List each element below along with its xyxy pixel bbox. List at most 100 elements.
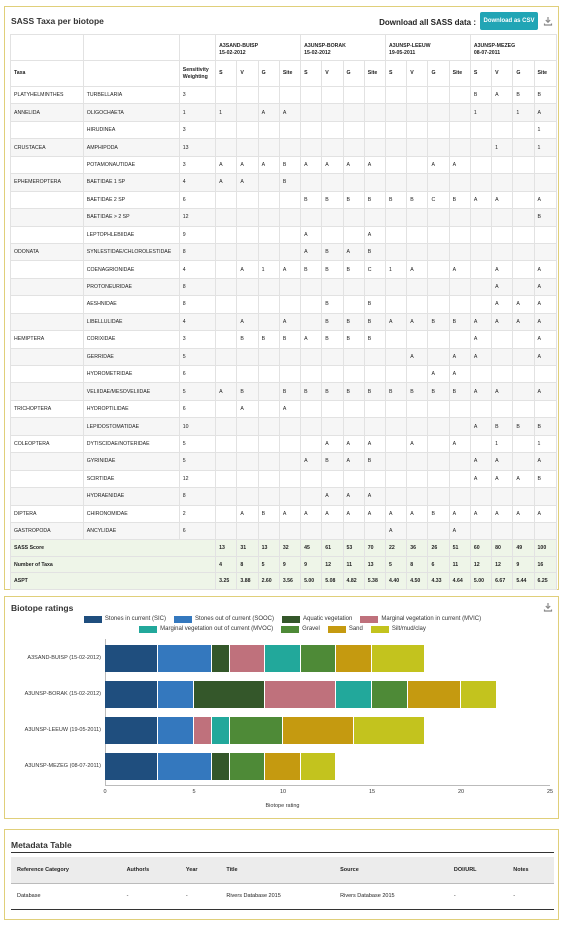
download-icon[interactable]: [543, 16, 553, 26]
summary-value: 5.08: [321, 572, 344, 590]
bar-segment[interactable]: [105, 717, 159, 744]
bar-segment[interactable]: [158, 753, 212, 780]
summary-value: 100: [533, 539, 558, 557]
bar-segment[interactable]: [211, 717, 230, 744]
abundance-cell: [427, 85, 450, 105]
bar-segment[interactable]: [158, 717, 194, 744]
abundance-cell: A: [491, 190, 514, 210]
download-csv-button[interactable]: Download as CSV: [480, 12, 538, 30]
abundance-cell: [236, 487, 259, 506]
taxon-group-cell: HEMIPTERA: [10, 330, 84, 349]
bar-segment[interactable]: [105, 681, 159, 708]
summary-row: ASPT 3.25 3.88 2.60 3.56 5.00 5.08 4.82 5.38 4.40…: [9, 572, 558, 590]
legend-item[interactable]: Sand: [327, 625, 363, 633]
legend-item[interactable]: Silt/mud/clay: [370, 625, 426, 633]
bar-segment[interactable]: [460, 681, 497, 708]
bar-segment[interactable]: [300, 645, 337, 672]
legend-item[interactable]: Aquatic vegetation: [281, 615, 352, 623]
bar-segment[interactable]: [158, 681, 194, 708]
abundance-cell: [215, 295, 238, 314]
abundance-cell: A: [469, 382, 493, 401]
site-header: A3SAND-BUISP 15-02-2012: [215, 34, 302, 61]
abundance-cell: [427, 469, 450, 489]
download-icon[interactable]: [543, 602, 553, 612]
bar-segment[interactable]: [407, 681, 461, 708]
legend-swatch: [360, 615, 379, 623]
taxon-family-cell: GYRINIDAE: [82, 452, 180, 471]
legend-item[interactable]: Marginal vegetation out of current (MVOC…: [139, 625, 273, 633]
abundance-cell: [342, 173, 365, 192]
bar-segment[interactable]: [158, 645, 212, 672]
bar-segment[interactable]: [229, 717, 283, 744]
abundance-cell: [215, 504, 238, 523]
abundance-cell: [448, 173, 471, 192]
legend-item[interactable]: Stones out of current (SOOC): [173, 615, 274, 623]
family-column-header: [82, 60, 180, 87]
abundance-cell: [512, 242, 535, 262]
abundance-cell: [427, 521, 450, 541]
abundance-cell: [215, 138, 238, 157]
taxa-column-header: Taxa: [10, 60, 84, 87]
abundance-cell: [512, 434, 535, 454]
bar-segment[interactable]: [265, 681, 337, 708]
abundance-cell: C: [363, 260, 387, 279]
bar-segment[interactable]: [211, 645, 230, 672]
summary-value: 9: [512, 555, 535, 574]
metadata-row: Database - - Rivers Database 2015 Rivers Dat…: [11, 883, 554, 910]
bar-segment[interactable]: [193, 681, 266, 708]
table-row: BAETIDAE 2 SP 6 B B B B B B C B A A A: [10, 190, 558, 210]
abundance-cell: [512, 382, 535, 401]
bar-segment[interactable]: [265, 753, 301, 780]
abundance-cell: [406, 399, 429, 419]
abundance-cell: [342, 364, 365, 384]
abundance-cell: [215, 85, 238, 105]
bar-segment[interactable]: [371, 681, 408, 708]
summary-value: 6.25: [533, 572, 558, 590]
abundance-cell: [427, 487, 450, 506]
site-date: 08-07-2011: [473, 50, 501, 56]
abundance-cell: A: [491, 312, 514, 332]
abundance-cell: [257, 120, 280, 140]
bar-segment[interactable]: [354, 717, 426, 744]
taxon-group-cell: COLEOPTERA: [10, 434, 84, 454]
table-row: GERRIDAE 5 A A A A: [10, 347, 558, 367]
abundance-cell: A: [236, 399, 259, 419]
bar-segment[interactable]: [371, 645, 426, 672]
summary-value: 22: [384, 539, 408, 557]
abundance-cell: [215, 487, 238, 506]
abundance-cell: B: [363, 330, 387, 349]
bar-segment[interactable]: [105, 753, 159, 780]
x-axis-title: Biotope rating: [265, 803, 300, 809]
bar-segment[interactable]: [229, 645, 266, 672]
bar-segment[interactable]: [193, 717, 212, 744]
abundance-cell: [342, 277, 365, 297]
abundance-cell: [512, 330, 535, 349]
bar-segment[interactable]: [300, 753, 337, 780]
abundance-cell: [342, 138, 365, 157]
legend-item[interactable]: Stones in current (SIC): [83, 615, 166, 623]
bar-segment[interactable]: [336, 645, 372, 672]
bar-segment[interactable]: [105, 645, 159, 672]
abundance-cell: [384, 155, 408, 175]
abundance-cell: B: [321, 452, 344, 471]
sensitivity-weighting-cell: 1: [178, 103, 217, 122]
abundance-cell: [321, 138, 344, 157]
bar-segment[interactable]: [211, 753, 230, 780]
abundance-cell: B: [363, 452, 387, 471]
abundance-cell: [278, 469, 302, 489]
abundance-cell: [469, 208, 493, 227]
bar-segment[interactable]: [229, 753, 266, 780]
table-subheader-row: Taxa Sensitivity Weighting S V G Site S V G Site S…: [10, 60, 558, 87]
bar-segment[interactable]: [265, 645, 301, 672]
bar-segment[interactable]: [336, 681, 372, 708]
abundance-cell: [278, 190, 302, 210]
abundance-cell: [300, 364, 323, 384]
abundance-cell: A: [384, 521, 408, 541]
legend-item[interactable]: Gravel: [281, 625, 320, 633]
biotope-column-header: Site: [363, 60, 387, 87]
summary-value: 9: [278, 555, 302, 574]
legend-item[interactable]: Marginal vegetation in current (MVIC): [360, 615, 481, 623]
bar-segment[interactable]: [282, 717, 355, 744]
abundance-cell: [278, 208, 302, 227]
summary-value: 3.25: [215, 572, 238, 590]
